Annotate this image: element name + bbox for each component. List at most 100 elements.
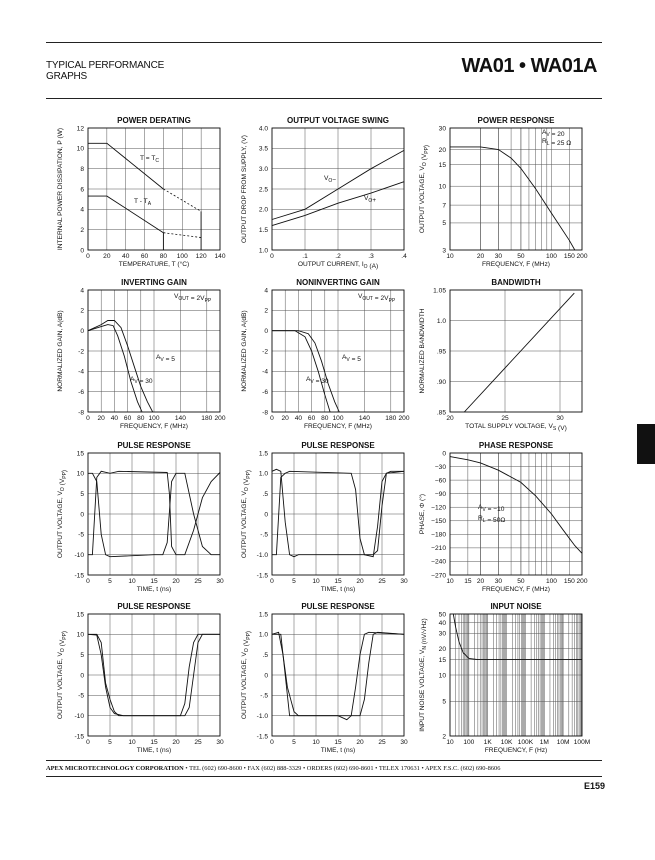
- y-tick-label: .95: [437, 348, 446, 355]
- y-tick-label: 20: [439, 147, 447, 154]
- x-tick-label: 80: [160, 253, 168, 260]
- plot-frame: [449, 289, 583, 413]
- x-tick-label: 30: [216, 578, 224, 585]
- chart-grid: [87, 452, 221, 576]
- y-tick-label: 3: [442, 247, 446, 254]
- x-tick-label: 140: [214, 253, 225, 260]
- series-line: [163, 232, 204, 239]
- y-tick-label: -6: [78, 389, 84, 396]
- x-axis-label: TIME, t (ns): [137, 586, 171, 593]
- chart-title: POWER RESPONSE: [478, 116, 556, 125]
- plot-frame: [271, 289, 405, 413]
- y-tick-label: -1.5: [257, 572, 269, 579]
- x-tick-label: 100M: [574, 739, 591, 746]
- series-line: [272, 330, 340, 413]
- pulse-response-4-chart: PULSE RESPONSE 0 5 10 15 20 25 30 -1.5 -1.0 -.5 0 .5…: [241, 602, 408, 754]
- y-axis-label: OUTPUT VOLTAGE, VO (VPP): [241, 470, 252, 558]
- plot-frame: [87, 452, 221, 576]
- page-number: E159: [583, 781, 605, 791]
- x-tick-label: 100K: [518, 739, 534, 746]
- footer-rule: [46, 760, 602, 761]
- chart-title: PULSE RESPONSE: [301, 441, 375, 450]
- chart-title: PULSE RESPONSE: [301, 602, 375, 611]
- y-tick-label: 0: [80, 247, 84, 254]
- y-tick-label: 40: [439, 620, 447, 627]
- y-tick-label: 30: [439, 631, 447, 638]
- y-tick-label: 0: [264, 672, 268, 679]
- y-tick-label: 7: [442, 202, 446, 209]
- y-axis-label: OUTPUT DROP FROM SUPPLY, (V): [241, 135, 248, 243]
- x-axis-label: OUTPUT CURRENT, IO (A): [298, 261, 378, 270]
- series-line: [450, 146, 576, 251]
- section-heading: TYPICAL PERFORMANCE GRAPHS: [46, 60, 164, 82]
- x-tick-label: .3: [368, 253, 374, 260]
- header-top-rule: [46, 42, 602, 43]
- y-tick-label: 5: [80, 491, 84, 498]
- x-tick-label: 15: [150, 578, 158, 585]
- y-axis-label: INTERNAL POWER DISSIPATION, P (W): [57, 128, 64, 250]
- y-tick-label: 5: [442, 699, 446, 706]
- x-axis-label: TOTAL SUPPLY VOLTAGE, VS (V): [465, 423, 567, 432]
- x-tick-label: 10: [446, 739, 454, 746]
- y-tick-label: −240: [431, 559, 446, 566]
- y-tick-label: .5: [263, 491, 269, 498]
- x-tick-label: 20: [477, 578, 485, 585]
- x-tick-label: 5: [292, 578, 296, 585]
- product-title: WA01 • WA01A: [461, 55, 598, 77]
- power-response-chart: POWER RESPONSE 10 20 30 50 100 150 200 3 5 7 10 15 20…: [419, 116, 588, 268]
- y-tick-label: 20: [439, 646, 447, 653]
- y-tick-label: 5: [80, 652, 84, 659]
- y-tick-label: −30: [435, 464, 447, 471]
- plot-frame: [87, 613, 221, 737]
- y-tick-label: -10: [74, 552, 84, 559]
- x-tick-label: 140: [175, 415, 186, 422]
- x-tick-label: 10K: [501, 739, 513, 746]
- y-tick-label: 1.0: [259, 247, 268, 254]
- chart-annotation: VO+: [364, 195, 376, 204]
- y-tick-label: -8: [262, 409, 268, 416]
- y-tick-label: 2: [264, 308, 268, 315]
- y-tick-label: −210: [431, 545, 446, 552]
- chart-title: BANDWIDTH: [491, 278, 541, 287]
- x-tick-label: 10: [128, 739, 136, 746]
- y-axis-label: OUTPUT VOLTAGE, VO (VPP): [419, 145, 430, 233]
- x-tick-label: 100: [332, 415, 343, 422]
- y-axis-label: NORMALIZED GAIN, A(dB): [241, 310, 248, 391]
- x-tick-label: 150: [564, 253, 575, 260]
- plot-frame: [87, 289, 221, 413]
- chart-annotation: T = TC: [140, 155, 159, 164]
- chart-annotation: AV = −10: [478, 504, 505, 513]
- power-derating-chart: POWER DERATING 0 20 40 60 80 100 120 140 0 2 4 6 8 10 1…: [57, 116, 226, 268]
- chart-annotation: RL = 25 Ω: [542, 138, 571, 147]
- chart-title: OUTPUT VOLTAGE SWING: [287, 116, 389, 125]
- x-tick-label: 25: [194, 578, 202, 585]
- series-line: [87, 324, 143, 413]
- x-axis-label: FREQUENCY, F (Hz): [485, 747, 548, 754]
- y-tick-label: 0: [264, 511, 268, 518]
- y-tick-label: 15: [439, 162, 447, 169]
- y-tick-label: .5: [263, 652, 269, 659]
- x-tick-label: 10M: [557, 739, 570, 746]
- y-tick-label: -2: [262, 348, 268, 355]
- chart-annotation: AV = 20: [542, 129, 565, 138]
- footer-contact-details: • TEL (602) 690-8600 • FAX (602) 888-332…: [183, 765, 501, 772]
- series-line: [88, 470, 221, 556]
- footer-rule-bottom: [46, 776, 602, 777]
- pulse-response-3-chart: PULSE RESPONSE 0 5 10 15 20 25 30 -15 -10 -5 0 5 10 15…: [57, 602, 224, 754]
- series-line: [88, 472, 220, 558]
- x-tick-label: 60: [308, 415, 316, 422]
- x-tick-label: 40: [295, 415, 303, 422]
- chart-annotation: AV = 5: [156, 354, 175, 363]
- chart-annotation: VO−: [324, 175, 336, 184]
- y-tick-label: -4: [262, 369, 268, 376]
- y-tick-label: 0: [80, 328, 84, 335]
- x-tick-label: 20: [282, 415, 290, 422]
- x-tick-label: 30: [495, 253, 503, 260]
- y-tick-label: -15: [74, 572, 84, 579]
- y-tick-label: −150: [431, 518, 446, 525]
- chart-annotation: AV = 5: [342, 354, 361, 363]
- phase-response-chart: PHASE RESPONSE 10 15 20 30 50 100 150 200 0 −30 −60…: [418, 441, 588, 593]
- x-tick-label: 25: [194, 739, 202, 746]
- x-tick-label: 5: [108, 578, 112, 585]
